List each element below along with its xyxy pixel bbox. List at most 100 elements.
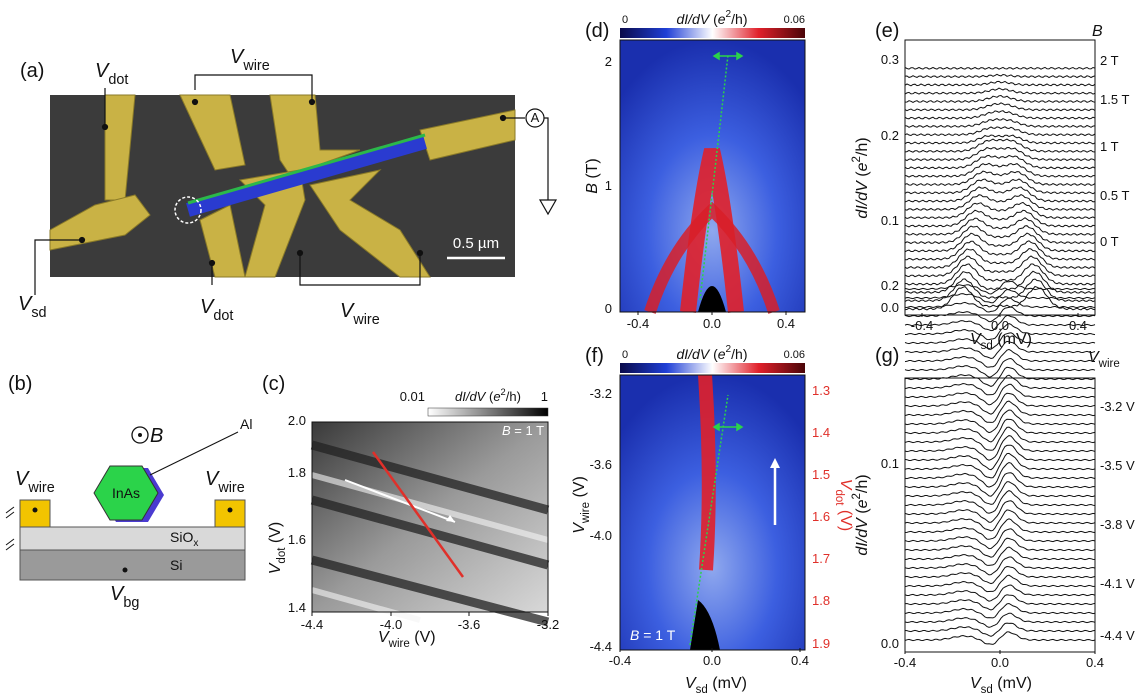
x-tick-label: 0.0 [991,318,1009,333]
text-part: wire [352,312,379,328]
x-axis-label: Vsd (mV) [970,675,1032,694]
legend-title: Vwire [1088,349,1120,370]
text-part: 1.6 [288,532,306,547]
y-tick-label: -3.2 [590,386,612,401]
text-part: dI/dV [854,517,871,556]
y-axis-label: B (T) [584,158,601,194]
text-part: sd [981,340,993,352]
trace [904,622,1096,637]
text-part: dI/dV [676,11,710,27]
trace [904,374,1096,396]
text-part: (mV) [993,675,1032,692]
traces-g [904,280,1096,645]
text-part: B [630,627,639,643]
annotation: B = 1 T [502,423,544,438]
text-part: 2 [851,156,863,162]
gate-label: Vbg [110,583,139,611]
text-part: (mV) [993,331,1032,348]
y-tick-label: 1 [605,178,612,193]
trace [904,263,1096,286]
text-part: = 1 T [639,627,675,643]
text-part: -4.0 [380,617,402,632]
text-part: (mV) [708,675,747,692]
text-part: 1.4 [288,600,306,615]
text-part: (a) [20,60,44,82]
text-part: -3.6 [590,457,612,472]
callout-lines [34,74,558,295]
source-label: Vsd [18,293,47,321]
text-part: 1.8 [288,465,306,480]
x-tick-label: -0.4 [627,316,649,331]
legend-title: B [1092,23,1103,40]
x-axis-label: Vsd (mV) [970,331,1032,352]
panel-label: (f) [585,345,604,367]
text-part: dI/dV [854,180,871,219]
text-part: -3.2 [537,617,559,632]
device-cross-section [5,426,246,581]
text-part: 0.0 [703,316,721,331]
panel-label: (b) [8,373,32,395]
trace [904,94,1096,103]
trace [904,297,1096,313]
text-part: 0.06 [784,14,805,26]
trace [904,400,1096,423]
text-part: 0.4 [1086,655,1104,670]
y-tick-label: 1.5 [812,467,830,482]
colorbar-tick: 1 [541,389,548,404]
text-part: wire [388,638,410,650]
text-part: dot [276,547,288,564]
x-axis-label: Vwire (V) [378,629,436,650]
text-part: V [205,468,220,490]
layer-label: Si [170,557,182,573]
trace [904,87,1096,95]
layer-label: Al [240,416,252,432]
gate-label: Vwire [15,468,55,496]
text-part: 0.0 [991,318,1009,333]
y-tick-label: 0 [605,301,612,316]
trace [904,278,1096,303]
colorbar-tick: 0 [622,349,628,361]
text-part: sd [981,684,993,694]
text-part: 0.01 [400,389,425,404]
text-part: 0.2 [881,128,899,143]
text-part: 2 [726,344,732,355]
trace [904,340,1096,360]
y-axis-label: Vwire (V) [571,476,592,534]
text-part: dI/dV [676,346,710,362]
gate-label: Vdot [95,60,128,88]
y2-axis-label: Vdot (V) [833,479,854,531]
y-axis-label: Vdot (V) [267,522,288,574]
trace [904,574,1096,593]
text-part: ( [485,389,494,404]
text-part: -3.8 V [1100,517,1135,532]
trace [904,409,1096,434]
trace [904,288,1096,304]
text-part: 1 T [1100,139,1119,154]
x-axis-label: Vsd (mV) [685,675,747,694]
text-part: sd [696,684,708,694]
text-part: 0 [622,349,628,361]
text-part: -3.6 [458,617,480,632]
panel-label: (g) [875,345,899,367]
text-part: sd [31,305,46,321]
text-part: 1 [541,389,548,404]
panel-label: (e) [875,20,899,42]
trace [904,138,1096,153]
y-tick-label: 1.4 [288,600,306,615]
y-tick-label: 2.0 [288,413,306,428]
text-part: (d) [585,20,609,42]
field-label: B [150,425,163,447]
trace [904,209,1096,228]
x-tick-label: 0.0 [703,316,721,331]
text-part: e [718,346,726,362]
text-part: e [854,499,871,508]
trace [904,546,1096,566]
text-part: (V) [571,476,588,502]
text-part: 0.4 [1069,318,1087,333]
text-part: V [970,675,982,692]
ammeter-label: A [531,110,540,125]
text-part: 0 T [1100,234,1119,249]
text-part: 2 [605,54,612,69]
text-part: -4.1 V [1100,576,1135,591]
text-part: 2.0 [288,413,306,428]
